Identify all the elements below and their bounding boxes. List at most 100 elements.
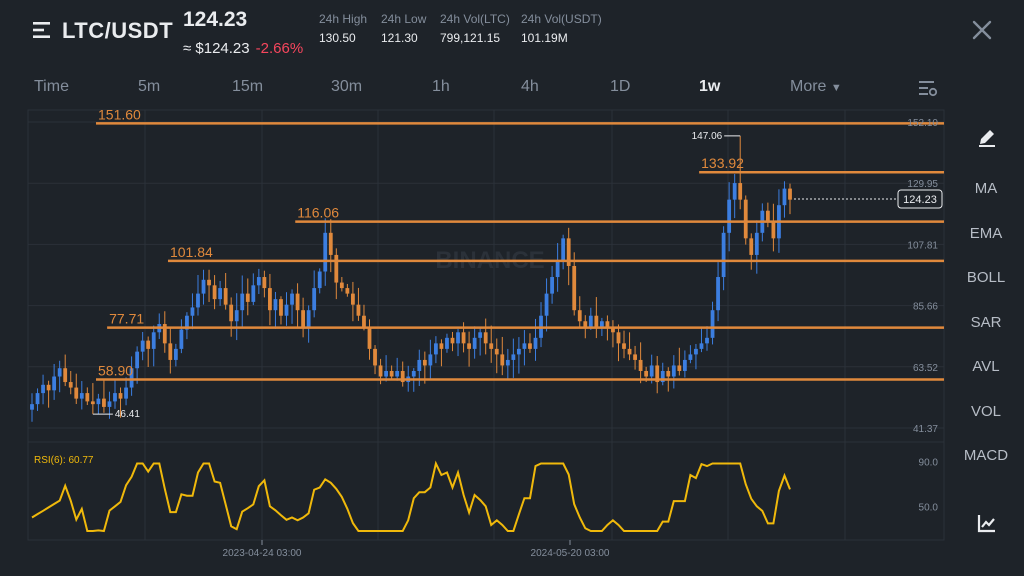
candle-body bbox=[622, 343, 626, 349]
tab-more[interactable]: More ▼ bbox=[790, 78, 842, 96]
indicator-macd[interactable]: MACD bbox=[963, 447, 1009, 464]
candle-body bbox=[395, 370, 400, 377]
candle-body bbox=[638, 359, 643, 371]
candle-body bbox=[732, 183, 737, 200]
candle bbox=[173, 343, 178, 367]
tab-1d[interactable]: 1D bbox=[610, 78, 631, 95]
candle bbox=[35, 388, 40, 411]
candle-body bbox=[323, 232, 328, 272]
rsi-panel: RSI(6): 60.77 90.0 50.0 bbox=[31, 455, 938, 533]
candle-body bbox=[328, 232, 333, 255]
candle-body bbox=[710, 310, 715, 338]
candle-body bbox=[516, 348, 521, 355]
candle-body bbox=[140, 340, 145, 352]
indicator-sar[interactable]: SAR bbox=[970, 314, 1002, 331]
indicator-ma[interactable]: MA bbox=[974, 180, 998, 197]
candle-body bbox=[207, 279, 211, 286]
tab-1h[interactable]: 1h bbox=[432, 78, 450, 95]
candle bbox=[539, 302, 543, 348]
indicator-vol[interactable]: VOL bbox=[970, 403, 1001, 420]
candle-body bbox=[771, 221, 776, 239]
candle-body bbox=[251, 285, 256, 302]
candle-body bbox=[566, 238, 571, 266]
candle-body bbox=[588, 315, 593, 327]
price-tick: 107.81 bbox=[907, 240, 938, 251]
candle-body bbox=[478, 332, 483, 338]
candle-body bbox=[727, 199, 732, 233]
tab-15m[interactable]: 15m bbox=[232, 78, 264, 95]
tab-30m[interactable]: 30m bbox=[331, 78, 363, 95]
candle-body bbox=[68, 382, 73, 388]
chart-settings-icon[interactable] bbox=[918, 78, 938, 98]
tab-5m[interactable]: 5m bbox=[138, 78, 161, 95]
tab-1w[interactable]: 1w bbox=[699, 78, 721, 95]
candle bbox=[660, 362, 665, 386]
candle bbox=[223, 273, 228, 310]
candle-body bbox=[41, 384, 45, 394]
candle-body bbox=[46, 384, 51, 391]
candle bbox=[765, 202, 770, 228]
candle-body bbox=[201, 279, 206, 294]
candle bbox=[544, 278, 549, 332]
high-marker-label: 147.06 bbox=[692, 131, 723, 142]
draw-pencil-icon[interactable] bbox=[976, 126, 998, 148]
candle bbox=[317, 268, 322, 294]
candle-body bbox=[245, 293, 250, 302]
indicator-boll[interactable]: BOLL bbox=[966, 269, 1006, 286]
candle-body bbox=[422, 359, 427, 366]
candle bbox=[229, 297, 234, 337]
candle-body bbox=[306, 310, 311, 327]
candle-body bbox=[528, 343, 532, 349]
stat-value: 799,121.15 bbox=[440, 31, 501, 45]
candle-body bbox=[649, 365, 654, 377]
candle-body bbox=[151, 332, 156, 349]
candle bbox=[74, 373, 79, 405]
last-price: 124.23 bbox=[183, 8, 248, 31]
pair-title[interactable]: LTC/USDT bbox=[62, 18, 174, 43]
candle-body bbox=[616, 332, 621, 344]
candle-body bbox=[367, 326, 372, 349]
candle bbox=[478, 327, 483, 356]
menu-icon[interactable] bbox=[32, 20, 52, 40]
candle-body bbox=[694, 348, 698, 355]
candle-body bbox=[655, 365, 660, 383]
candle bbox=[46, 380, 51, 408]
time-axis: 2023-04-24 03:00 2024-05-20 03:00 bbox=[223, 540, 610, 559]
candle bbox=[671, 355, 676, 389]
candle-body bbox=[500, 354, 505, 366]
indicator-ema[interactable]: EMA bbox=[969, 225, 1003, 242]
close-icon[interactable] bbox=[970, 18, 994, 42]
candle-body bbox=[450, 337, 455, 344]
candle-body bbox=[168, 343, 173, 360]
candle-body bbox=[373, 348, 377, 366]
candle bbox=[168, 328, 173, 374]
candle bbox=[162, 311, 167, 353]
candle-body bbox=[135, 351, 140, 369]
candle-body bbox=[505, 359, 510, 366]
candle bbox=[323, 218, 328, 286]
candle bbox=[356, 287, 361, 321]
candle-body bbox=[301, 310, 306, 327]
candle-body bbox=[262, 277, 267, 289]
candle-body bbox=[544, 293, 549, 316]
tab-time[interactable]: Time bbox=[34, 78, 69, 95]
candle-body bbox=[439, 343, 444, 349]
candle-body bbox=[129, 368, 134, 388]
candle-body bbox=[782, 188, 787, 206]
candle-body bbox=[173, 348, 178, 360]
candle bbox=[151, 325, 156, 367]
candle bbox=[268, 273, 272, 326]
indicator-chart-icon[interactable] bbox=[976, 512, 998, 534]
candle-body bbox=[345, 288, 350, 294]
candle-body bbox=[85, 393, 90, 402]
price-level-label: 116.06 bbox=[297, 205, 339, 221]
indicator-avl[interactable]: AVL bbox=[972, 358, 1000, 375]
candle-body bbox=[699, 343, 704, 349]
interval-tabs: Time 5m 15m 30m 1h 4h 1D 1w More ▼ bbox=[0, 76, 960, 100]
candle-body bbox=[666, 370, 671, 377]
tab-4h[interactable]: 4h bbox=[521, 78, 539, 95]
candle-body bbox=[489, 343, 494, 349]
price-tick: 152.10 bbox=[907, 118, 938, 129]
grid-lines bbox=[28, 110, 944, 540]
